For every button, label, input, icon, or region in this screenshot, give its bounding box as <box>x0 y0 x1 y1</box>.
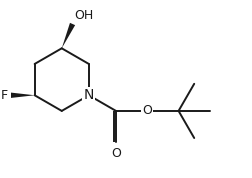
Text: N: N <box>83 88 94 102</box>
Polygon shape <box>61 23 75 48</box>
Text: O: O <box>111 147 120 160</box>
Text: O: O <box>142 104 152 117</box>
Text: F: F <box>1 89 8 102</box>
Polygon shape <box>10 92 35 98</box>
Text: OH: OH <box>74 9 93 22</box>
